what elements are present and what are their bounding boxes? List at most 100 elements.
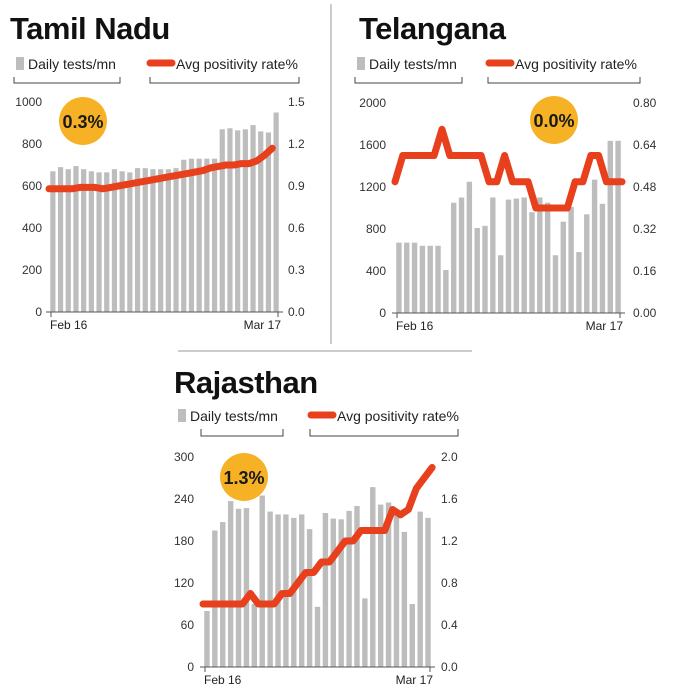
bar [96,172,102,312]
bar [599,203,606,313]
bar [227,128,233,312]
legend-bar-swatch [178,409,186,422]
left-axis-ticks: 0 200 400 600 800 1000 [15,95,42,319]
bar [158,169,164,312]
bar [474,227,480,313]
right-axis-tick-label: 0.0 [441,660,458,674]
bar [104,172,110,312]
legend-line-label: Avg positivity rate% [337,408,459,424]
positivity-badge-value: 0.0% [533,111,574,131]
bar [275,514,281,667]
left-axis-tick-label: 1200 [359,180,386,194]
bar [505,199,512,313]
right-axis-tick-label: 2.0 [441,450,458,464]
left-axis-tick-label: 0 [35,305,42,319]
chart-title: Telangana [359,11,507,46]
bar [250,125,256,312]
bar [552,255,559,313]
left-axis-tick-label: 2000 [359,96,386,110]
left-axis-tick-label: 300 [174,450,194,464]
bar [576,252,582,313]
left-axis-ticks: 0 60 120 180 240 300 [174,450,194,674]
positivity-badge [220,453,268,501]
right-axis-tick-label: 0.48 [633,180,657,194]
bar [273,112,279,312]
right-axis-ticks: 0.0 0.3 0.6 0.9 1.2 1.5 [288,95,305,319]
positivity-badge [59,97,107,145]
legend-bar-swatch [357,57,365,70]
positivity-badge-value: 1.3% [223,468,264,488]
bar [443,269,449,313]
bar [127,172,133,312]
right-axis-tick-label: 0.80 [633,96,657,110]
bar [57,167,64,312]
positivity-badge [530,96,578,144]
bar [354,506,360,667]
chart-rajasthan: Rajasthan Daily tests/mn Avg positivity … [174,365,459,687]
legend-bars-label: Daily tests/mn [28,56,116,72]
bar [211,158,218,312]
legend-bars-bracket [354,77,463,84]
bar [451,202,457,313]
bar [265,132,272,312]
chart-tamil-nadu: Tamil Nadu Daily tests/mn Avg positivity… [10,11,305,332]
bar [393,513,400,667]
bar-series [50,112,279,312]
bar [466,181,473,313]
x-end-label: Mar 17 [244,318,282,332]
bar [417,511,423,667]
bar [560,221,566,313]
bar [401,531,408,667]
right-axis-tick-label: 0.0 [288,305,305,319]
left-axis-tick-label: 400 [366,264,386,278]
chart-telangana: Telangana Daily tests/mn Avg positivity … [354,11,657,333]
bar [568,206,574,313]
bar [220,522,226,667]
x-start-label: Feb 16 [50,318,88,332]
bar [615,140,621,313]
right-axis-tick-label: 1.2 [288,137,305,151]
legend-line-label: Avg positivity rate% [176,56,298,72]
bar [314,606,321,667]
bar [73,166,79,312]
bar [419,245,426,313]
right-axis-tick-label: 0.00 [633,306,657,320]
bar [299,514,305,667]
x-end-label: Mar 17 [586,319,624,333]
bar [204,158,210,312]
left-axis-tick-label: 800 [366,222,386,236]
left-axis-tick-label: 400 [22,221,42,235]
left-axis-tick-label: 1000 [15,95,42,109]
bar [404,242,410,313]
bar [513,198,520,313]
bar [330,518,336,667]
bar [267,511,273,667]
left-axis-tick-label: 800 [22,137,42,151]
bar [362,598,368,667]
right-axis-tick-label: 1.5 [288,95,305,109]
right-axis-tick-label: 0.64 [633,138,657,152]
positivity-line [45,144,276,193]
legend-line-bracket [149,77,300,84]
bar [435,245,441,313]
bar [88,171,94,312]
bar [497,255,504,313]
bar [338,519,344,667]
left-axis-tick-label: 1600 [359,138,386,152]
bar [458,197,465,313]
bar [119,171,125,312]
bar [242,129,248,312]
bar [370,487,376,667]
bar [529,212,535,313]
x-end-label: Mar 17 [396,673,434,687]
right-axis-tick-label: 0.3 [288,263,305,277]
bar [425,517,431,667]
bar [591,179,598,313]
legend-line-bracket [487,77,641,84]
bar [65,169,71,312]
legend-bars-label: Daily tests/mn [190,408,278,424]
x-start-label: Feb 16 [396,319,434,333]
bar [219,129,225,312]
positivity-badge-value: 0.3% [62,112,103,132]
chart-title: Tamil Nadu [10,11,170,46]
